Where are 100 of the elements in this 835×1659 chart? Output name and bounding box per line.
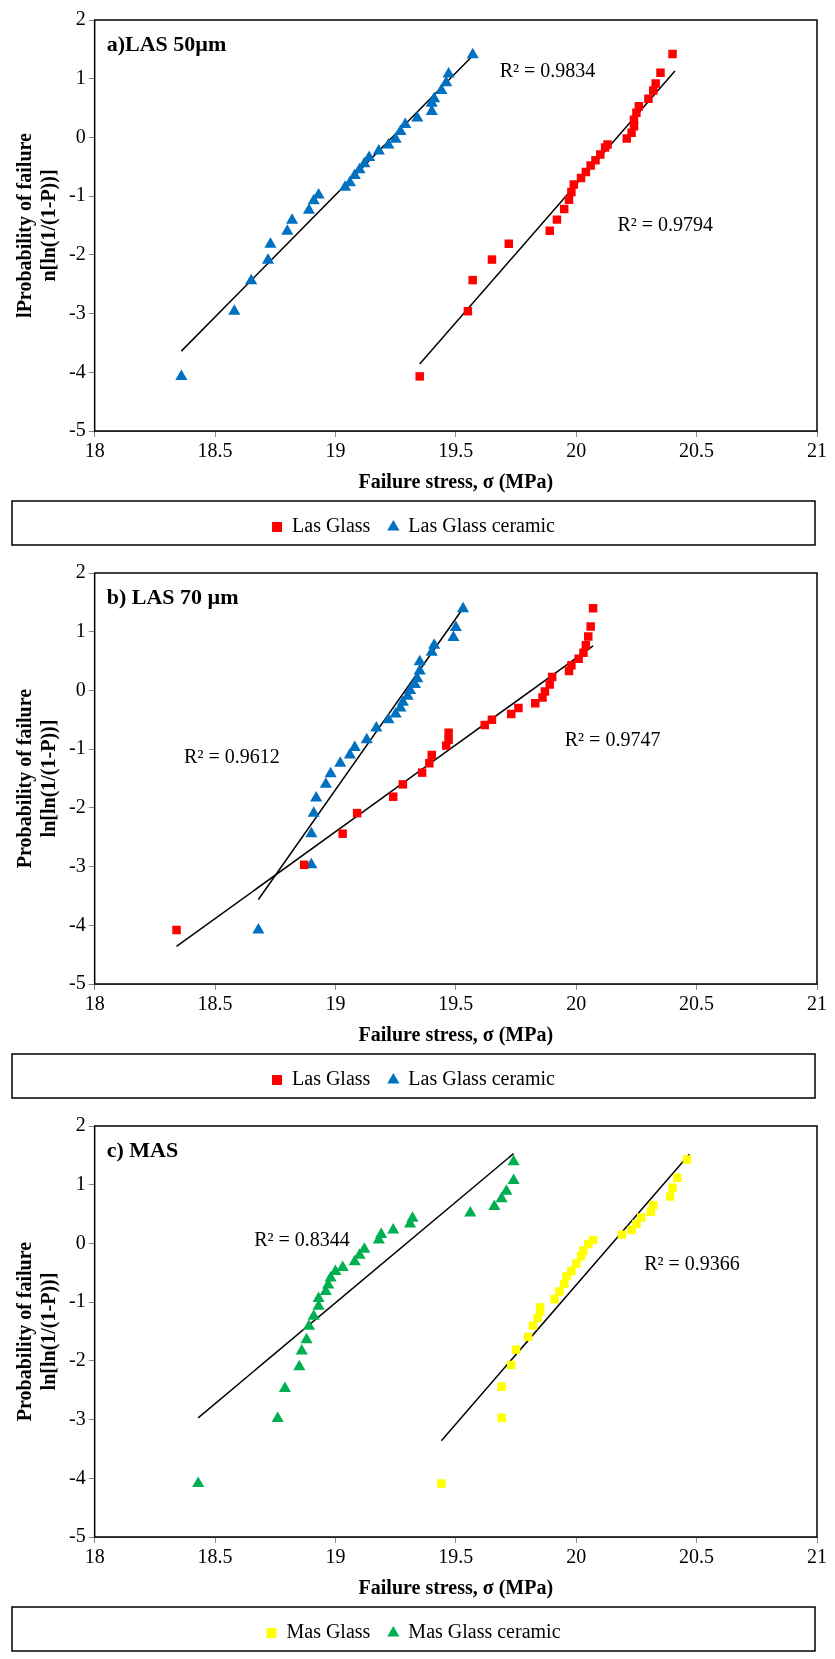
point [552,215,562,224]
x-tick-label: 19.5 [438,1545,474,1568]
point [567,187,576,197]
point [665,1192,675,1201]
x-tick-label: 20.5 [679,1545,715,1568]
point [398,780,408,789]
legend-label: Las Glass ceramic [408,514,556,537]
point [487,255,497,264]
point [435,83,448,94]
point [497,1413,506,1423]
point [567,1266,576,1276]
point [413,654,426,666]
point [370,721,383,732]
point [584,632,593,641]
y-tick-label: 1 [75,1171,86,1194]
point [511,1345,521,1354]
point [456,601,470,613]
point [278,1381,291,1392]
x-tick-label: 21 [807,439,827,462]
y-tick-label: -4 [68,912,86,935]
point [673,1173,682,1182]
legend-label: Mas Glass [286,1620,371,1643]
point [394,124,407,136]
point [413,664,426,675]
point [500,1184,513,1195]
point [415,372,424,381]
annotation: R² = 0.9794 [617,212,714,235]
point [293,1359,306,1371]
point [507,1173,520,1185]
y-tick-label: -1 [68,1289,86,1312]
x-axis-title: Failure stress, σ (MPa) [358,1576,554,1600]
point [447,630,460,642]
y-tick-label: 2 [75,1113,86,1136]
y-tick-label: -4 [68,359,86,382]
annotation: R² = 0.9366 [644,1251,740,1274]
point [300,1332,313,1344]
point [286,213,299,224]
y-tick-label: 1 [75,65,86,88]
point [504,239,514,248]
point [307,1309,320,1320]
point [302,203,316,214]
point [564,195,574,204]
y-axis-title: Probability of failure ln[ln(1/(1-P))] [13,688,61,869]
point [668,49,677,59]
point [555,1287,564,1296]
point [411,111,424,122]
point [550,1294,559,1304]
text: a)LAS 50µm [106,30,227,56]
point [617,1230,627,1239]
point [271,1411,284,1422]
point [312,1291,325,1303]
point [571,1259,581,1268]
x-tick-label: 19.5 [438,439,474,462]
y-tick-label: 0 [75,124,86,147]
point [324,1271,337,1282]
point [281,224,294,235]
point [464,1205,477,1217]
point [338,829,347,838]
y-tick-label: -2 [68,795,86,818]
x-tick-label: 19 [325,1545,346,1568]
point [425,758,434,768]
point [417,768,427,777]
point [468,275,477,285]
point [437,1479,446,1488]
point [569,180,579,189]
y-tick-label: -3 [68,1406,86,1429]
y-tick-label: -1 [68,736,86,759]
point [466,47,479,59]
point [579,1246,588,1255]
point [634,102,644,111]
point [334,756,347,767]
point [480,720,489,730]
y-tick-label: 2 [75,7,86,30]
point [305,826,318,838]
point [389,132,402,143]
point [307,806,320,817]
point [372,143,385,155]
point [444,728,453,737]
x-axis-title: Failure stress, σ (MPa) [358,470,554,494]
point [535,1303,545,1312]
x-tick-label: 21 [807,992,827,1015]
point [579,648,588,658]
point [310,790,323,802]
y-tick-label: -2 [68,242,86,265]
point [668,1183,677,1192]
y-tick-label: -5 [68,418,86,441]
legend-label: Mas Glass ceramic [408,1620,561,1643]
y-axis-title: lProbability of failure n[ln(1/(1-P))] [13,132,61,318]
point [531,699,540,708]
point [649,1201,658,1210]
point [514,703,523,713]
x-tick-label: 19 [325,439,346,462]
point [596,150,605,159]
x-tick-label: 21 [807,1545,827,1568]
point [382,138,395,149]
point [545,226,554,236]
point [360,732,373,744]
point [651,79,660,88]
annotation: R² = 0.8344 [254,1227,350,1250]
point [396,695,409,706]
